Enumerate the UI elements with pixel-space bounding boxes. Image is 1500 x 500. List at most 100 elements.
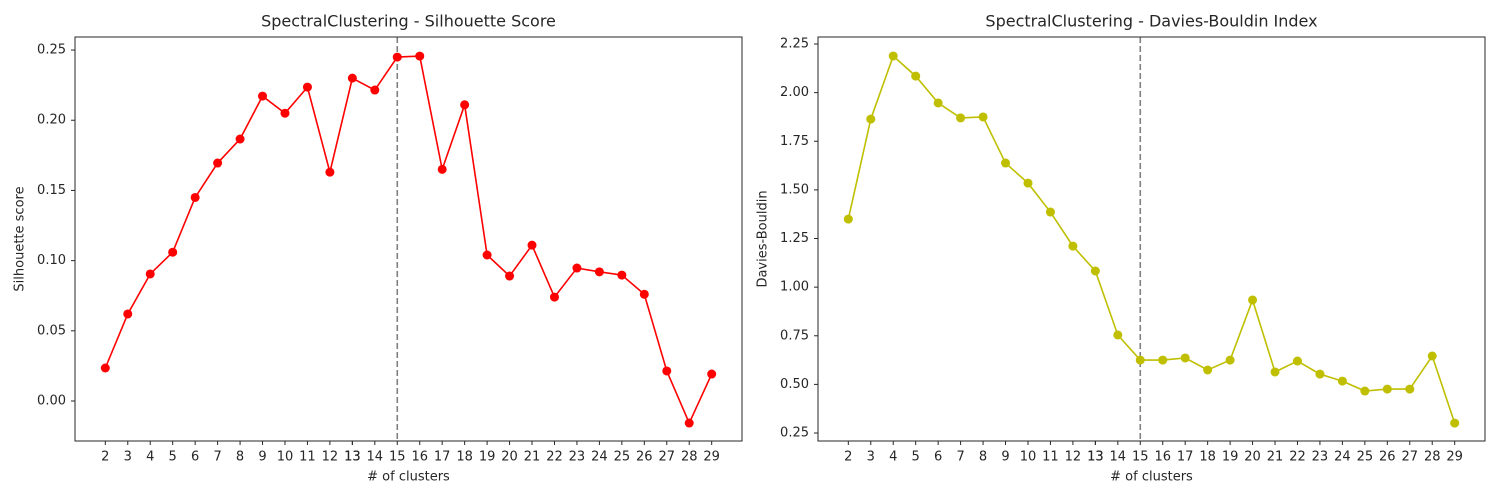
data-point [1090,266,1100,276]
x-tick-label: 22 [546,450,563,465]
y-tick-label: 2.25 [780,37,809,52]
x-tick-label: 29 [1446,450,1463,465]
x-tick-label: 13 [1087,450,1104,465]
x-tick-label: 24 [591,450,608,465]
y-tick-label: 0.15 [37,183,66,198]
x-tick-label: 10 [1020,450,1037,465]
x-tick-label: 14 [1110,450,1127,465]
y-tick-label: 0.20 [37,113,66,128]
x-tick-label: 13 [1087,450,1104,465]
data-point [235,134,245,144]
data-point [911,71,921,81]
y-tick-label: 0.05 [37,323,66,338]
plot-frame [74,36,743,442]
x-tick-label: 28 [681,450,698,465]
x-tick-label: 7 [956,450,964,465]
x-tick-label: 18 [1199,450,1216,465]
data-point [213,158,223,168]
data-point [843,214,853,224]
x-tick-label: 11 [299,450,316,465]
x-tick-label: 4 [146,450,154,465]
x-tick-label: 11 [1042,450,1059,465]
chart-title: SpectralClustering - Davies-Bouldin Inde… [985,12,1317,31]
y-tick-label: 1.50 [780,182,809,197]
x-tick-label: 23 [569,450,586,465]
x-tick-label: 3 [124,450,132,465]
x-tick-label: 19 [1222,450,1239,465]
y-tick-label: 0.25 [780,426,809,441]
x-tick-label: 8 [979,450,987,465]
y-tick-label: 1.00 [780,280,809,295]
x-tick-label: 13 [344,450,361,465]
data-point [460,100,470,110]
data-point [258,91,268,101]
x-tick-label: 20 [1244,450,1261,465]
data-point [482,250,492,260]
x-tick-label: 12 [322,450,339,465]
data-point [662,366,672,376]
x-tick-label: 17 [434,450,451,465]
data-point [1360,386,1370,396]
y-tick-label: 1.25 [780,231,809,246]
data-point [527,240,537,250]
x-tick-label: 7 [213,450,221,465]
y-tick-label: 0.25 [37,43,66,58]
x-tick-label: 25 [614,450,631,465]
x-tick-label: 21 [524,450,541,465]
x-tick-label: 8 [236,450,244,465]
y-axis-label: Davies-Bouldin [756,190,771,287]
data-point [168,247,178,257]
x-tick-label: 5 [912,450,920,465]
data-point [933,98,943,108]
data-point [684,418,694,428]
data-point [437,164,447,174]
x-tick-label: 24 [1334,450,1351,465]
data-point [1045,207,1055,217]
x-tick-label: 18 [456,450,473,465]
x-tick-label: 3 [867,450,875,465]
data-point [956,113,966,123]
y-tick-label: 2.00 [780,85,809,100]
x-tick-label: 19 [479,450,496,465]
data-point [1113,330,1123,340]
chart-title: SpectralClustering - Silhouette Score [261,12,556,31]
x-axis-label: # of clusters [367,470,450,485]
x-tick-label: 25 [1357,450,1374,465]
data-point [123,309,133,319]
data-line [104,55,713,426]
data-point [978,112,988,122]
y-tick-label: 0.50 [780,377,809,392]
y-tick-label: 0.75 [780,328,809,343]
data-point [1427,351,1437,361]
y-tick-label: 1.75 [780,134,809,149]
data-point [1068,241,1078,251]
data-point [866,114,876,124]
x-tick-label: 26 [636,450,653,465]
x-tick-label: 6 [191,450,199,465]
x-tick-label: 13 [344,450,361,465]
y-tick-label: 0.00 [37,393,66,408]
data-point [1405,384,1415,394]
data-point [1270,367,1280,377]
x-tick-label: 27 [658,450,675,465]
x-tick-label: 21 [1267,450,1284,465]
data-point [392,52,402,62]
x-tick-label: 2 [101,450,109,465]
data-point [1382,384,1392,394]
data-point [888,51,898,61]
data-point [370,85,380,95]
data-point [1292,356,1302,366]
x-tick-label: 15 [389,450,406,465]
x-tick-label: 10 [277,450,294,465]
data-point [1180,353,1190,363]
data-point [505,271,515,281]
x-tick-label: 17 [1177,450,1194,465]
data-point [145,269,155,279]
data-point [347,73,357,83]
x-tick-label: 9 [1001,450,1009,465]
data-point [594,267,604,277]
x-tick-label: 14 [367,450,384,465]
data-point [707,369,717,379]
data-point [190,192,200,202]
